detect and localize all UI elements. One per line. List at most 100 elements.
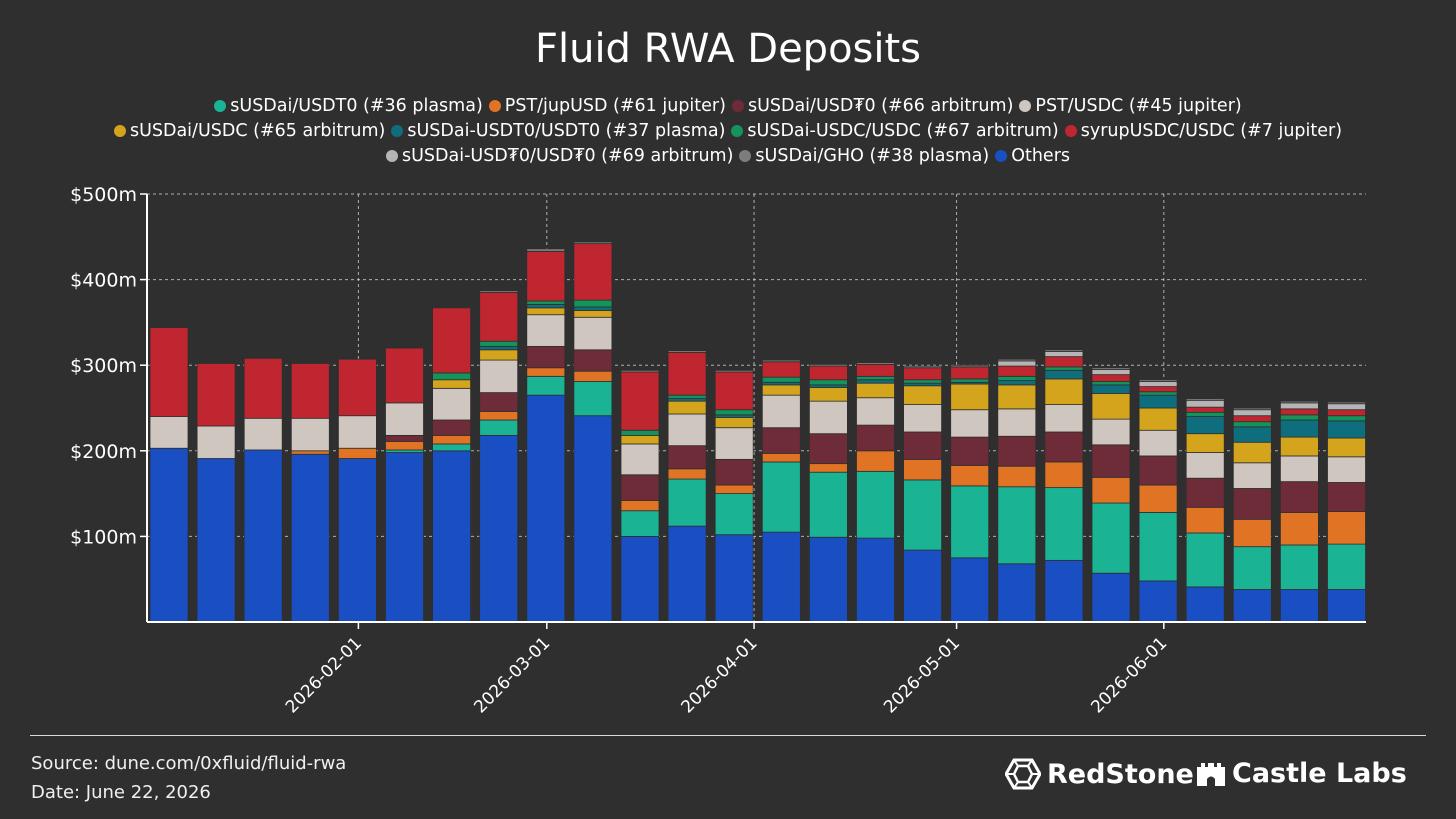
bar-segment — [997, 375, 1037, 382]
x-tick-label: 2026-03-01 — [470, 633, 554, 717]
bar-segment — [1327, 589, 1366, 623]
bar-segment — [526, 250, 566, 302]
legend-marker — [1019, 100, 1032, 112]
bar-segment — [997, 360, 1037, 367]
footer-divider — [30, 735, 1426, 736]
bar-segment — [997, 486, 1037, 565]
bar-segment — [526, 300, 566, 305]
bar-segment — [432, 434, 472, 445]
bar-segment — [620, 429, 660, 436]
bar-segment — [243, 357, 283, 419]
bar-segment — [903, 479, 942, 551]
bar-segment — [1232, 409, 1272, 417]
bar-segment — [667, 478, 707, 527]
bar-segment — [950, 409, 990, 438]
bar-segment — [290, 363, 330, 419]
bar-segment — [1280, 589, 1319, 623]
bar-segment — [1185, 406, 1225, 413]
bar-segment — [714, 371, 754, 411]
bar-segment — [950, 557, 990, 623]
legend-marker — [488, 100, 501, 112]
bar-segment — [526, 307, 566, 316]
legend-label: syrupUSDC/USDC (#7 jupiter) — [1080, 121, 1343, 141]
bar-segment — [1185, 452, 1225, 479]
bar-segment — [432, 419, 472, 436]
bar-segment — [1232, 415, 1272, 423]
bar-segment — [479, 349, 519, 361]
bar-segment — [1280, 400, 1319, 404]
bar-segment — [1138, 484, 1178, 513]
bar-segment — [1091, 476, 1131, 504]
bar-segment — [1185, 532, 1225, 588]
bar-segment — [573, 243, 613, 301]
legend-label: Others — [1011, 146, 1071, 166]
bar-segment — [997, 358, 1037, 362]
bar-segment — [479, 392, 519, 412]
bar-segment — [714, 417, 754, 429]
bar-segment — [1232, 441, 1272, 464]
bar-segment — [290, 453, 330, 623]
redstone-wordmark: RedStone — [1047, 758, 1194, 790]
bar-segment — [1280, 544, 1319, 590]
bar-segment — [1185, 411, 1225, 417]
bar-segment — [1327, 403, 1366, 411]
legend-marker — [214, 100, 227, 112]
bar-segment — [1232, 488, 1272, 520]
y-tick-label: $200m — [70, 441, 137, 463]
legend-label: sUSDai/USDC (#65 arbitrum) — [129, 121, 386, 141]
bar-segment — [1280, 512, 1319, 546]
bar-segment — [856, 470, 895, 539]
bar-segment — [385, 452, 424, 623]
legend-item: sUSDai/USDT0 (#36 plasma) — [214, 96, 483, 116]
bar-segment — [573, 310, 613, 318]
bar-segment — [950, 383, 990, 411]
date-text: Date: June 22, 2026 — [31, 782, 211, 803]
bar-segment — [243, 449, 283, 623]
bar-segment — [526, 367, 566, 377]
bar-segment — [761, 461, 801, 533]
bar-segment — [1232, 421, 1272, 428]
bar-segment — [1044, 351, 1084, 358]
bar-segment — [620, 536, 660, 623]
legend-item: PST/jupUSD (#61 jupiter) — [488, 96, 726, 116]
bar-segment — [1327, 437, 1366, 458]
legend-label: sUSDai-USDT0/USDT0 (#37 plasma) — [407, 121, 726, 141]
bar-segment — [479, 411, 519, 421]
redstone-logo: RedStone — [1005, 758, 1194, 790]
y-tick-label: $400m — [70, 270, 137, 292]
bar-segment — [903, 379, 942, 384]
bar-segment — [997, 408, 1037, 437]
legend-item: sUSDai/USD₮0 (#66 arbitrum) — [731, 96, 1013, 116]
bar-segment — [997, 384, 1037, 410]
bar-segment — [1091, 572, 1131, 623]
bar-segment — [385, 402, 424, 436]
chart-title: Fluid RWA Deposits — [534, 26, 922, 72]
bar-segment — [667, 468, 707, 480]
redstone-hexagon-icon — [1005, 758, 1041, 790]
bar-segment — [1232, 407, 1272, 411]
bar-segment — [1044, 431, 1084, 463]
legend-item: sUSDai-USDC/USDC (#67 arbitrum) — [731, 121, 1059, 141]
bar-segment — [337, 358, 377, 417]
bar-segment — [856, 382, 895, 399]
bar-segment — [337, 447, 377, 459]
y-tick-label: $300m — [70, 355, 137, 377]
bar-segment — [809, 379, 848, 386]
legend-row: sUSDai-USD₮0/USD₮0 (#69 arbitrum) sUSDai/… — [0, 146, 1456, 166]
bar-segment — [1044, 356, 1084, 368]
bar-segment — [1185, 477, 1225, 508]
bar-segment — [385, 434, 424, 442]
bar-segment — [573, 241, 613, 245]
bar-segment — [1280, 455, 1319, 483]
bar-segment — [432, 379, 472, 389]
bar-segment — [809, 387, 848, 402]
bar-segment — [950, 364, 990, 368]
bar-segment — [1044, 404, 1084, 433]
bar-segment — [432, 450, 472, 623]
y-tick-label: $100m — [70, 526, 137, 548]
legend-label: sUSDai/GHO (#38 plasma) — [755, 146, 990, 166]
bar-segment — [1280, 408, 1319, 416]
bar-segment — [761, 394, 801, 429]
bar-segment — [479, 290, 519, 293]
bar-segment — [1327, 415, 1366, 422]
